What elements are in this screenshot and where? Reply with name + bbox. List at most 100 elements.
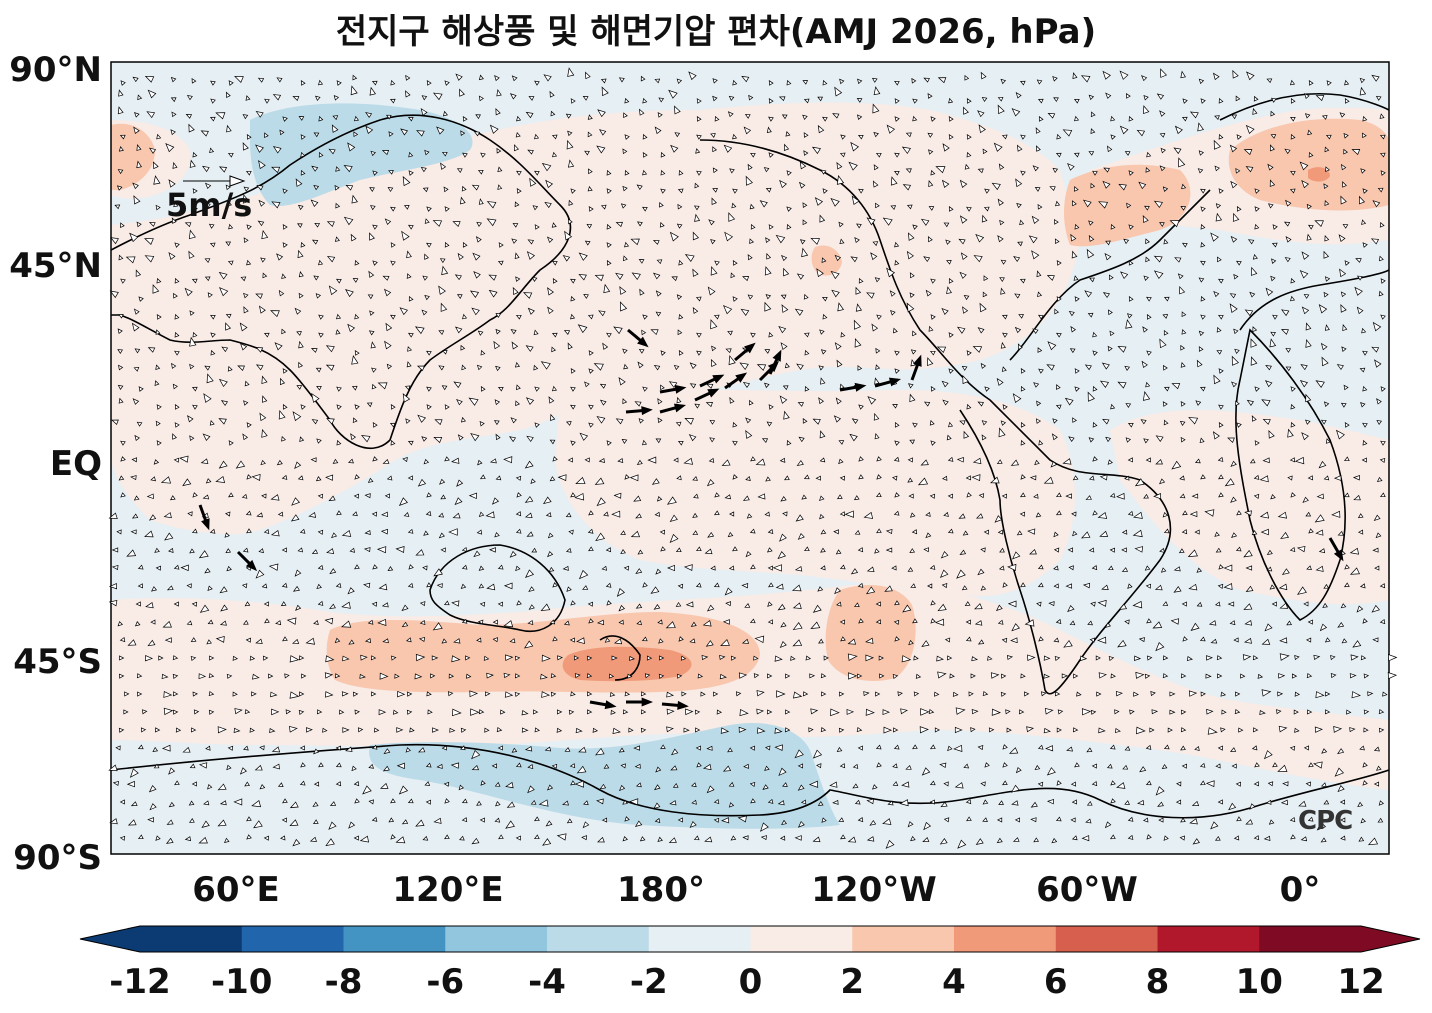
wind-vector (803, 332, 810, 338)
lon-tick-120e: 120°E (392, 870, 504, 910)
wind-vector (620, 530, 626, 535)
wind-vector (191, 528, 198, 534)
wind-vector (243, 186, 250, 192)
wind-vector (460, 196, 466, 205)
wind-vector (471, 307, 480, 316)
wind-vector (1371, 604, 1380, 613)
wind-vector (217, 783, 227, 791)
wind-vector (472, 252, 481, 261)
wind-vector (477, 459, 483, 466)
wind-vector (901, 146, 911, 155)
wind-vector (598, 310, 606, 317)
wind-vector (991, 182, 1001, 191)
wind-vector (1339, 268, 1347, 278)
wind-vector (351, 354, 359, 365)
wind-vector (282, 116, 288, 122)
low-arctic-atlantic (250, 103, 473, 206)
wind-vector (654, 126, 662, 135)
wind-vector (1055, 618, 1062, 624)
wind-vector (422, 187, 429, 193)
wind-vector (440, 162, 447, 170)
wind-vector (1343, 384, 1349, 391)
wind-vector (588, 422, 594, 428)
wind-vector (108, 582, 118, 590)
wind-vector (182, 478, 192, 487)
wind-vector (821, 257, 827, 263)
wind-vector (1320, 342, 1328, 351)
wind-vector (775, 583, 784, 590)
wind-vector (444, 798, 450, 804)
wind-vector (1102, 180, 1111, 189)
wind-vector (373, 727, 380, 733)
wind-vector (1014, 293, 1021, 299)
wind-vector (650, 329, 659, 336)
wind-vector (1180, 401, 1186, 407)
wind-vector (917, 477, 929, 486)
wind-vector (716, 709, 723, 715)
wind-vector (426, 386, 432, 392)
colorbar-tick-label: 10 (1235, 962, 1283, 1002)
wind-vector (1245, 565, 1253, 571)
wind-vector (158, 655, 164, 661)
wind-vector (857, 134, 864, 140)
wind-vector (1001, 366, 1007, 372)
wind-vector (1098, 672, 1108, 679)
wind-vector (417, 478, 427, 487)
wind-vector (130, 529, 137, 535)
wind-vector (854, 529, 861, 535)
wind-vector (414, 326, 425, 335)
wind-vector (292, 585, 300, 592)
wind-vector (545, 820, 553, 827)
wind-vector (1379, 134, 1386, 140)
wind-vector (460, 583, 467, 590)
wind-vector (329, 801, 337, 806)
wind-vector (246, 474, 252, 480)
wind-vector (785, 130, 791, 137)
wind-vector (840, 834, 846, 840)
wind-vector (255, 569, 265, 579)
wind-vector (515, 314, 522, 320)
wind-vector (336, 80, 342, 86)
wind-vector (674, 132, 681, 138)
wind-vector (720, 727, 730, 734)
wind-vector (1196, 601, 1203, 607)
wind-vector (927, 132, 934, 138)
wind-vector (1188, 690, 1198, 697)
wind-vector (1200, 241, 1206, 248)
wind-vector (732, 260, 738, 266)
wind-vector (1107, 565, 1114, 571)
wind-vector (480, 780, 486, 786)
colorbar-tick-label: -10 (211, 962, 273, 1002)
wind-vector (306, 727, 313, 733)
wind-vector (1154, 584, 1163, 591)
wind-vector (767, 798, 774, 804)
wind-vector (127, 819, 137, 826)
wind-vector (644, 673, 651, 679)
wind-vector (370, 341, 376, 349)
wind-vector (1090, 709, 1097, 715)
wind-vector (533, 329, 539, 336)
wind-vector (390, 798, 396, 804)
wind-vector (408, 224, 414, 230)
wind-vector (588, 618, 594, 624)
wind-vector (1350, 654, 1359, 661)
wind-vector (1054, 308, 1060, 315)
wind-vector (1053, 583, 1059, 589)
wind-vector (902, 604, 912, 613)
wind-vector (905, 764, 912, 770)
wind-vector (521, 710, 529, 716)
wind-vector (854, 799, 861, 805)
wind-vector (1306, 565, 1312, 571)
wind-vector (185, 114, 193, 119)
wind-vector (830, 197, 840, 207)
wind-vector (794, 308, 804, 316)
wind-vector (1270, 144, 1275, 152)
wind-vector (1339, 799, 1346, 805)
wind-vector (965, 475, 971, 481)
wind-vector (927, 93, 933, 99)
wind-vector (1214, 601, 1221, 607)
wind-vector (118, 727, 125, 733)
wind-vector (408, 564, 414, 570)
wind-vector (1159, 547, 1165, 553)
wind-vector (908, 493, 914, 499)
